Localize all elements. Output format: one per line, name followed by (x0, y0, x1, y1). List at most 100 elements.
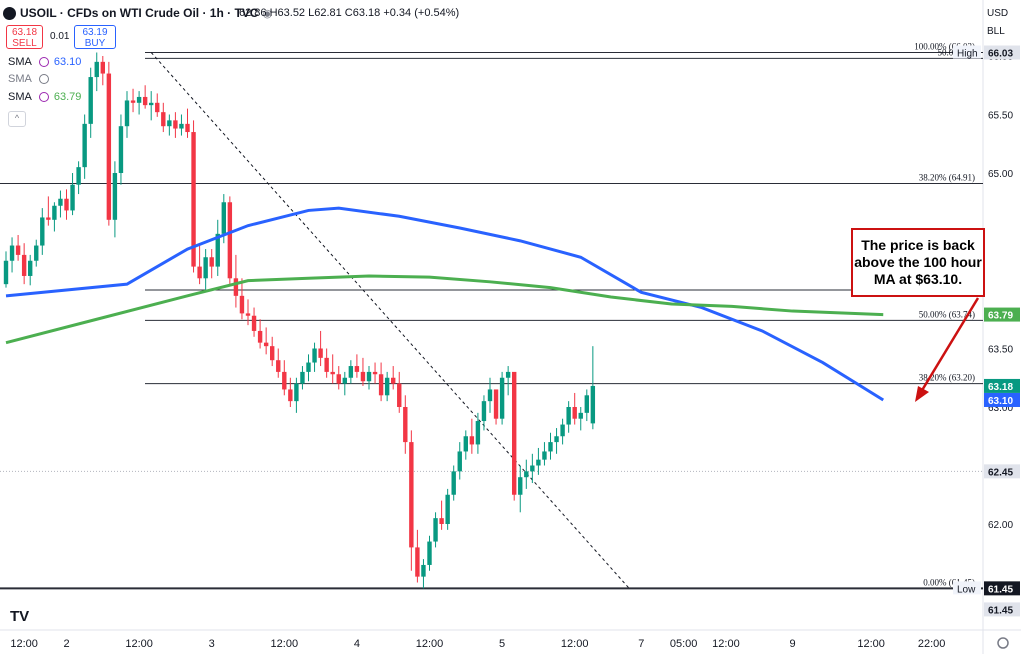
sma-100-line (5, 206, 885, 402)
candle-body (378, 374, 384, 396)
level-label: Low (957, 584, 976, 595)
candle-body (312, 348, 317, 363)
candle-body (82, 123, 87, 168)
annotation-arrow (919, 297, 980, 393)
time-tick-label: 22:00 (918, 638, 946, 650)
settings-gear-icon (997, 637, 1009, 649)
candle-body (179, 123, 184, 129)
candle-body (481, 401, 487, 422)
candle-body (306, 362, 311, 372)
candle-body (505, 371, 511, 378)
time-tick-label: 4 (354, 638, 360, 650)
candle-body (524, 471, 529, 478)
fib-level-label: 38.20% (64.91) (919, 173, 975, 183)
candle-body (451, 471, 456, 495)
candle-body (270, 346, 275, 361)
candle-body (578, 412, 583, 419)
us-flag-icon (3, 6, 16, 20)
spread-value: 0.01 (50, 31, 70, 42)
indicator-name: SMA (8, 91, 32, 103)
candle-body (40, 217, 45, 246)
candle-body (245, 313, 251, 316)
price-tick-label: 63.00 (988, 403, 1013, 414)
candle-body (512, 371, 517, 495)
price-tick-label: 65.00 (988, 169, 1013, 180)
candle-body (203, 257, 208, 279)
candle-body (397, 383, 402, 407)
candle-body (403, 407, 408, 443)
candle-body (548, 442, 553, 452)
indicator-sma-3[interactable]: SMA 63.79 (8, 89, 81, 105)
candle-body (475, 421, 481, 445)
candle-body (294, 383, 299, 402)
candle-body (142, 96, 148, 106)
candle-body (88, 77, 93, 124)
candle-body (439, 518, 444, 524)
level-label-bg (953, 45, 981, 59)
indicator-settings-icon[interactable] (38, 57, 49, 67)
candle-body (76, 167, 81, 185)
currency-label[interactable]: USD (987, 8, 1009, 19)
price-label-bg (984, 581, 1020, 596)
candle-body (124, 100, 130, 127)
candle-body (167, 120, 172, 127)
time-tick-label: 05:00 (670, 638, 698, 650)
candle-body (560, 424, 565, 437)
fib-level-label: 0.00% (61.45) (923, 577, 975, 587)
candle-body (391, 377, 396, 384)
price-label: 66.03 (988, 48, 1013, 59)
price-label-bg (984, 464, 1020, 479)
candle-body (221, 202, 226, 234)
sma-200-line (5, 274, 884, 345)
indicator-sma-2[interactable]: SMA (8, 71, 54, 87)
eye-icon[interactable]: ◉ (262, 7, 273, 20)
indicator-sma-1[interactable]: SMA 63.10 (8, 54, 81, 70)
price-label: 63.10 (988, 396, 1013, 407)
candle-body (263, 342, 269, 347)
candle-body (100, 61, 105, 74)
candle-body (34, 245, 39, 261)
candle-body (161, 112, 166, 127)
ohlc-readout: 62.86 H63.52 L62.81 C63.18 +0.34 (+0.54%… (236, 3, 459, 23)
candle-body (487, 389, 493, 402)
time-tick-label: 12:00 (712, 638, 740, 650)
candle-body (348, 366, 354, 378)
candle-body (112, 173, 118, 220)
candle-body (499, 377, 505, 419)
candle-body (493, 389, 499, 419)
sell-button[interactable]: 63.18 SELL (6, 25, 43, 49)
buy-price: 63.19 (82, 27, 108, 38)
candle-body (64, 198, 69, 211)
candle-body (518, 477, 523, 495)
sell-price: 63.18 (11, 27, 38, 38)
candle-body (554, 436, 559, 443)
price-label: 63.18 (988, 382, 1013, 393)
candle-body (15, 245, 21, 255)
candle-body (173, 120, 178, 129)
time-tick-label: 12:00 (416, 638, 444, 650)
candle-body (58, 198, 63, 206)
symbol-header[interactable]: USOIL · CFDs on WTI Crude Oil · 1h · TVC… (3, 3, 276, 23)
collapse-chevron-icon[interactable]: ^ (8, 111, 26, 127)
candle-body (300, 371, 305, 384)
unit-label[interactable]: BLL (987, 26, 1005, 37)
time-tick-label: 2 (63, 638, 69, 650)
candle-body (251, 315, 257, 331)
price-label: 61.45 (988, 584, 1013, 595)
indicator-settings-icon[interactable] (38, 92, 49, 102)
price-label-bg (984, 378, 1020, 393)
candle-body (584, 395, 589, 413)
candle-body (94, 61, 99, 78)
price-label-bg (984, 307, 1020, 322)
hidden-eye-icon[interactable] (38, 74, 49, 84)
candle-body (118, 126, 124, 173)
time-tick-label: 12:00 (125, 638, 153, 650)
price-label: 62.45 (988, 467, 1013, 478)
buy-button[interactable]: 63.19 BUY (74, 25, 116, 49)
candle-body (185, 123, 190, 133)
candle-body (427, 541, 432, 565)
candle-body (215, 233, 220, 267)
time-tick-label: 5 (499, 638, 505, 650)
indicator-value: 63.79 (53, 91, 82, 103)
